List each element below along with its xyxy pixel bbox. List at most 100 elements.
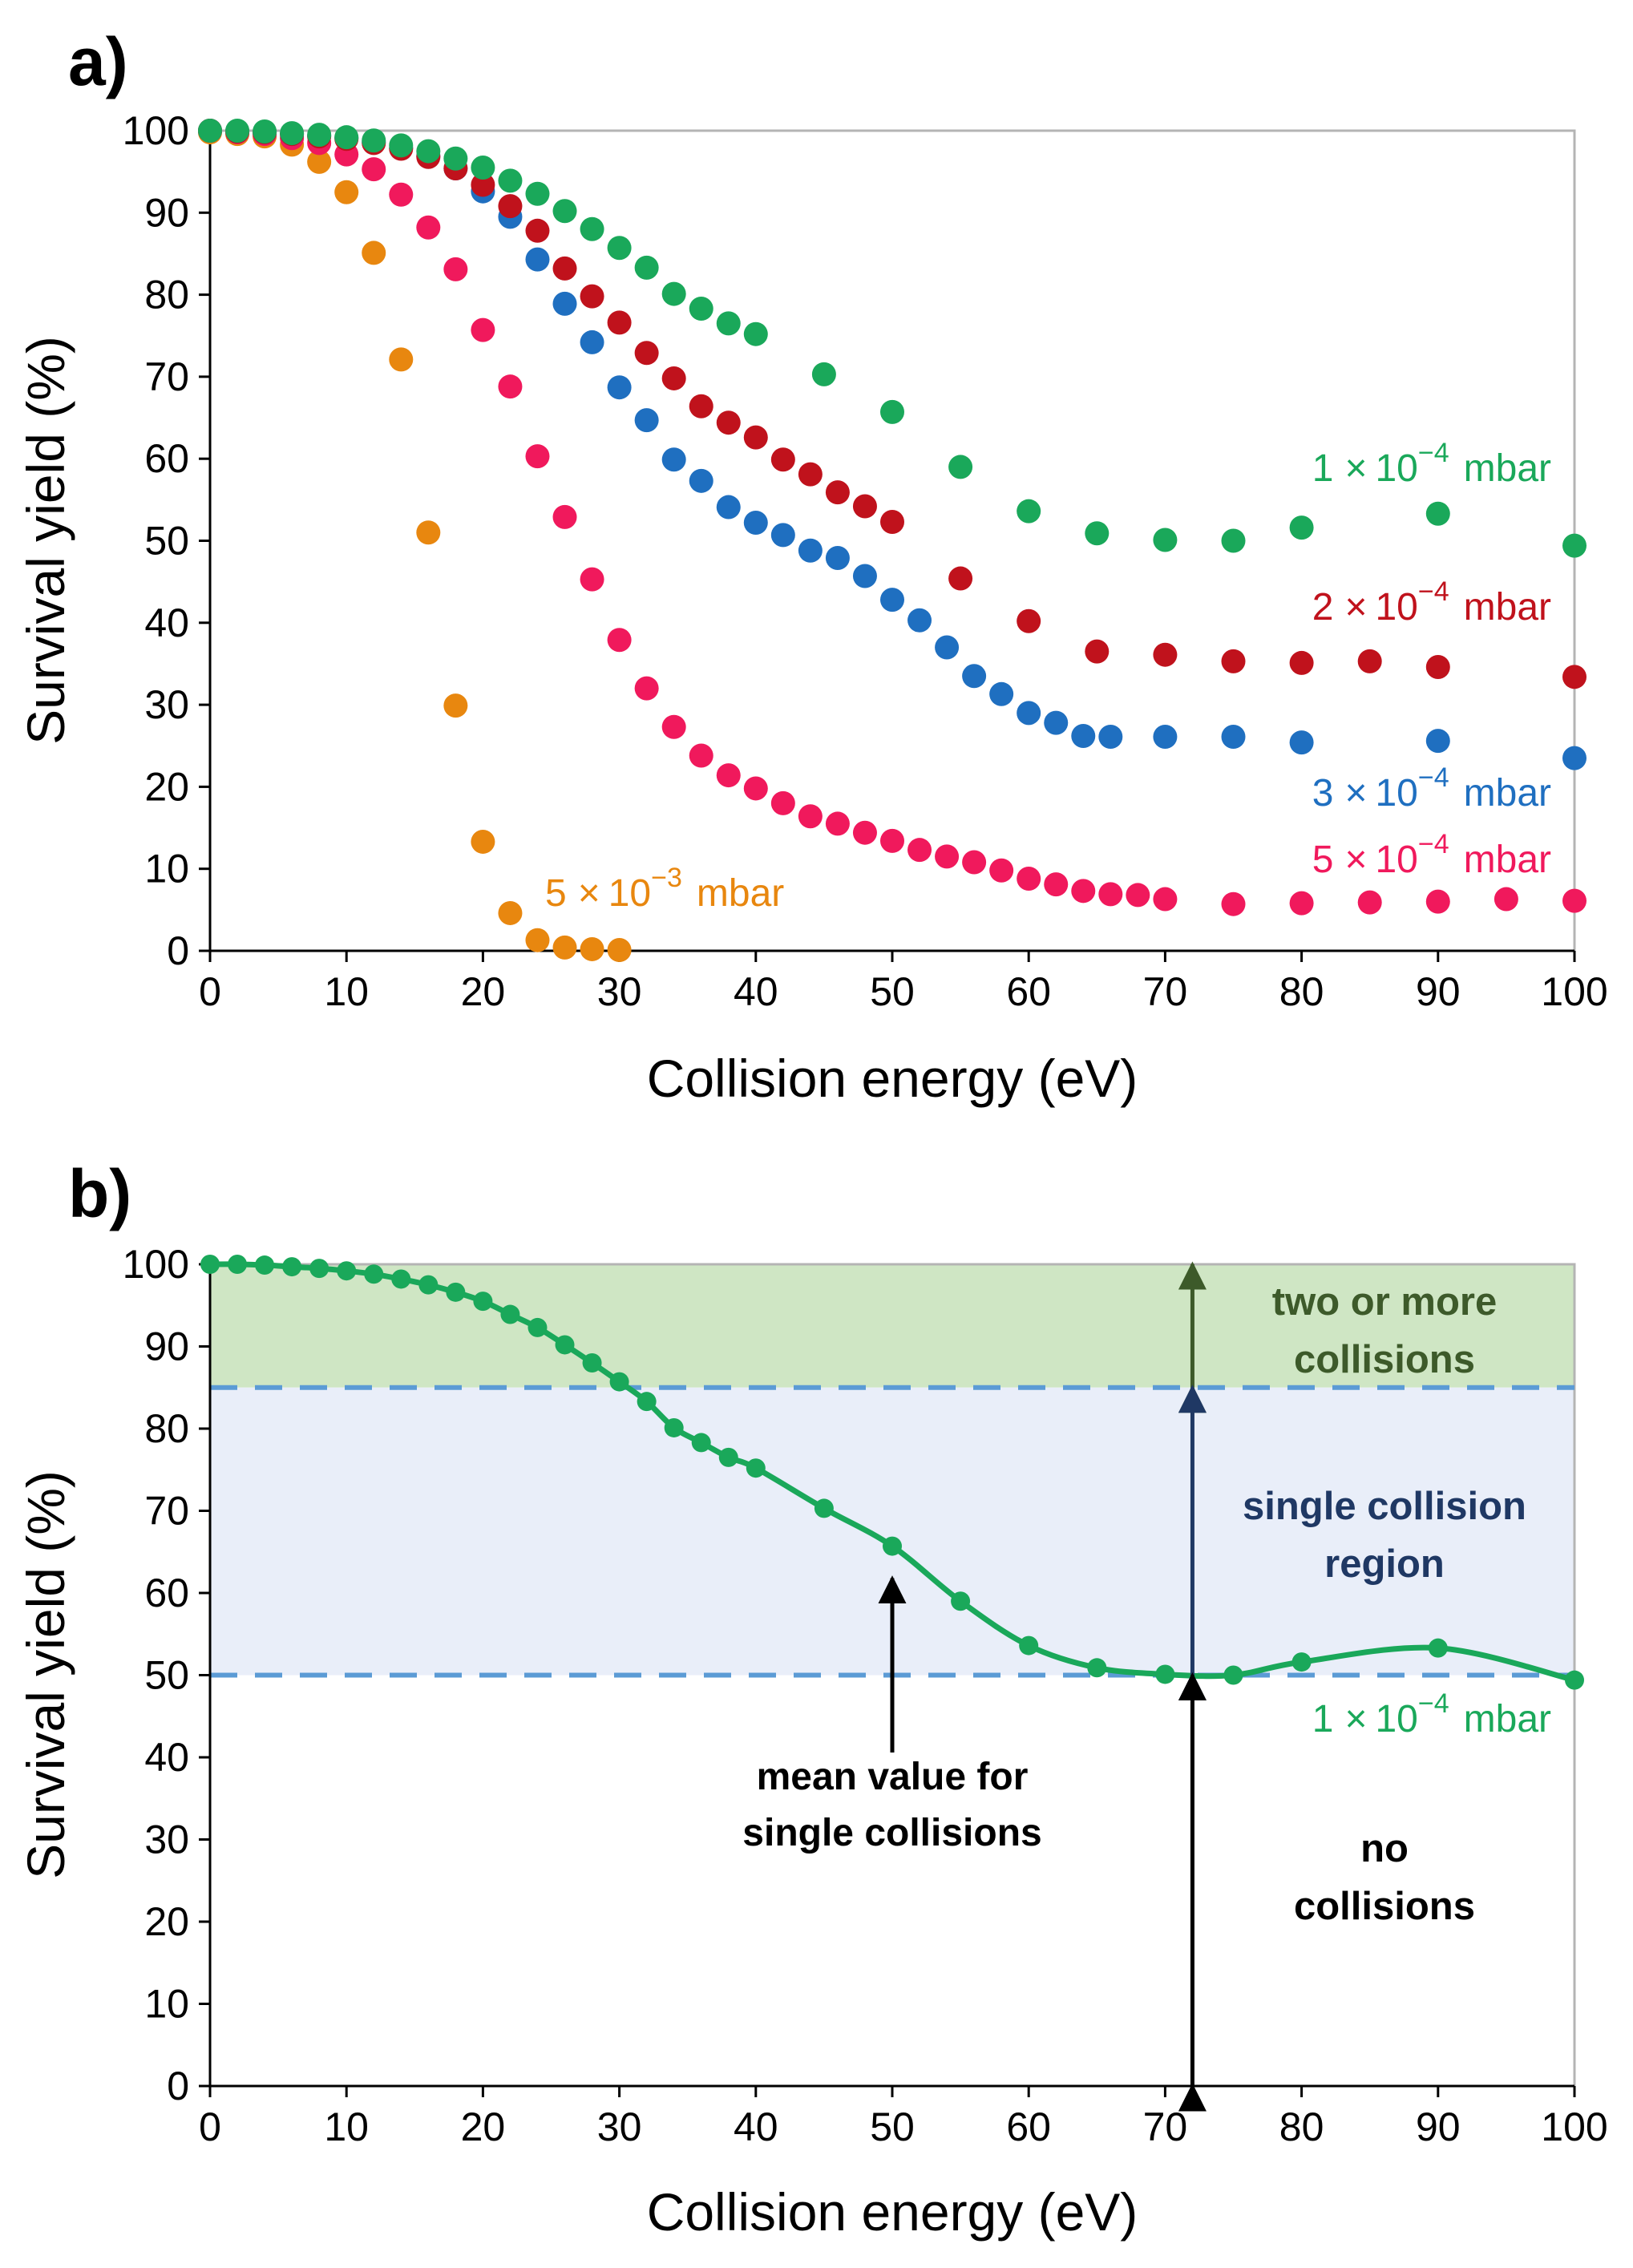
panel-a-data-point (1289, 891, 1314, 916)
panel-b-data-point (582, 1353, 602, 1373)
panel-b-x-tick-label: 0 (199, 2104, 221, 2149)
panel-a-data-point (525, 218, 550, 243)
panel-a-data-point (661, 447, 686, 472)
panel-a-data-point (689, 743, 713, 768)
panel-b-data-point (309, 1259, 329, 1279)
panel-a-data-point (880, 588, 904, 612)
panel-a-data-point (716, 763, 741, 788)
panel-a-data-point (471, 317, 495, 342)
series-label-b-1e-4: 1 × 10−4 mbar (1312, 1688, 1551, 1740)
panel-a-data-point (1494, 887, 1518, 912)
panel-a-data-point (852, 564, 877, 588)
panel-b-data-point (691, 1433, 711, 1453)
panel-b-y-tick-label: 90 (144, 1324, 189, 1369)
panel-a-data-point (552, 199, 577, 224)
panel-a-data-point (1221, 649, 1246, 673)
panel-a-data-point (880, 509, 904, 534)
panel-b-y-tick-label: 10 (144, 1982, 189, 2027)
panel-a-data-point (525, 247, 550, 272)
panel-b-y-tick-label: 30 (144, 1817, 189, 1862)
panel-b-x-tick-label: 50 (870, 2104, 915, 2149)
panel-a-data-point (525, 444, 550, 469)
panel-a-x-tick-label: 50 (870, 969, 915, 1014)
panel-a-data-point (552, 504, 577, 529)
panel-b-y-tick-label: 50 (144, 1653, 189, 1698)
panel-a: a) 0 10 20 30 40 50 60 70 80 90 100 0 10 20 30 40 50 60 70… (16, 24, 1608, 1108)
panel-a-data-point (525, 928, 550, 952)
series-label-5e-3: 5 × 10−3 mbar (545, 863, 784, 915)
panel-a-data-point (907, 608, 932, 633)
panel-a-data-point (716, 495, 741, 519)
panel-a-data-point (880, 828, 904, 853)
panel-b-data-point (1428, 1638, 1448, 1658)
panel-a-data-point (989, 681, 1014, 706)
panel-b-x-tick-label: 60 (1006, 2104, 1051, 2149)
panel-b-data-point (255, 1255, 275, 1275)
panel-a-axes: 0 10 20 30 40 50 60 70 80 90 100 0 10 20 30 40 50 60 70 80 9… (123, 108, 1608, 1014)
panel-a-data-point (661, 281, 686, 306)
panel-b-y-tick-label: 0 (167, 2064, 189, 2108)
panel-b-x-tick-label: 30 (597, 2104, 642, 2149)
panel-a-data-point (552, 291, 577, 316)
panel-a-data-point (580, 284, 604, 309)
panel-a-x-tick-label: 80 (1279, 969, 1324, 1014)
panel-b-x-tick-label: 10 (324, 2104, 369, 2149)
panel-a-data-point (1153, 724, 1178, 749)
panel-a-data-point (580, 936, 604, 961)
panel-a-data-point (334, 125, 359, 150)
panel-a-data-point (1425, 501, 1450, 526)
panel-a-data-point (362, 241, 386, 265)
panel-b-y-tick-label: 80 (144, 1406, 189, 1451)
panel-a-data-point (962, 664, 987, 689)
panel-a-data-point (634, 676, 659, 701)
panel-a-data-point (1289, 515, 1314, 540)
panel-a-data-point (498, 900, 523, 925)
panel-a-data-point (307, 123, 332, 148)
panel-a-data-points (198, 119, 1587, 962)
panel-a-data-point (825, 545, 850, 570)
panel-b-y-tick-label: 60 (144, 1571, 189, 1615)
panel-a-data-point (825, 480, 850, 505)
panel-a-data-point (770, 790, 795, 815)
panel-a-series-2 (198, 119, 1587, 770)
panel-a-data-point (1425, 655, 1450, 680)
panel-a-data-point (334, 180, 359, 204)
panel-b-data-point (883, 1536, 902, 1556)
panel-a-data-point (1289, 730, 1314, 755)
panel-a-data-point (634, 255, 659, 280)
panel-a-data-point (935, 635, 960, 660)
panel-a-data-point (661, 714, 686, 739)
panel-b-data-point (814, 1498, 834, 1518)
panel-b-data-point (609, 1372, 629, 1392)
panel-b-data-point (1223, 1665, 1243, 1685)
panel-a-data-point (471, 156, 495, 180)
panel-a-x-tick-label: 90 (1416, 969, 1461, 1014)
panel-a-data-point (307, 149, 332, 174)
panel-a-y-tick-label: 40 (144, 600, 189, 645)
panel-a-data-point (1562, 533, 1587, 558)
panel-a-data-point (607, 236, 632, 261)
panel-b-data-point (555, 1335, 575, 1355)
panel-a-data-point (580, 329, 604, 354)
panel-b-data-point (364, 1264, 384, 1284)
panel-a-data-point (743, 510, 768, 535)
panel-b-data-point (282, 1257, 302, 1277)
region-label-no-collisions: no collisions (1294, 1827, 1475, 1928)
panel-a-data-point (607, 310, 632, 335)
panel-a-data-point (607, 628, 632, 653)
series-label-2e-4: 2 × 10−4 mbar (1312, 576, 1551, 629)
panel-a-data-point (1017, 608, 1041, 633)
panel-a-data-point (552, 256, 577, 281)
panel-a-data-point (416, 215, 441, 240)
panel-a-y-tick-label: 80 (144, 273, 189, 317)
panel-a-data-point (1221, 528, 1246, 553)
panel-b-x-tick-label: 100 (1541, 2104, 1607, 2149)
panel-a-data-point (1153, 642, 1178, 667)
panel-a-data-point (1085, 521, 1110, 546)
panel-a-x-tick-label: 30 (597, 969, 642, 1014)
panel-a-data-point (743, 321, 768, 346)
panel-a-y-tick-label: 50 (144, 519, 189, 564)
panel-a-data-point (1357, 649, 1382, 673)
panel-a-y-axis-title: Survival yield (%) (16, 336, 75, 745)
